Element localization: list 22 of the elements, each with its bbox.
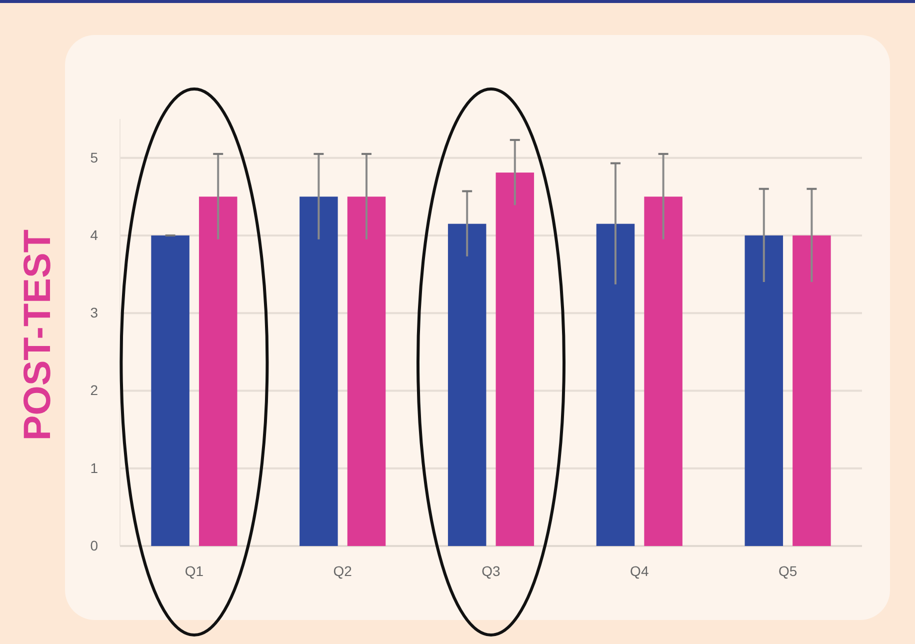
x-tick-label: Q2: [333, 562, 352, 579]
bar: [300, 196, 338, 546]
y-tick-label: 3: [90, 304, 98, 321]
bar: [448, 224, 486, 546]
x-tick-label: Q1: [184, 562, 204, 579]
x-tick-label: Q3: [482, 562, 501, 579]
x-tick-label: Q5: [778, 562, 798, 579]
bar: [792, 235, 831, 546]
bar: [151, 235, 190, 546]
y-tick-label: 0: [90, 537, 98, 554]
y-tick-label: 5: [90, 149, 98, 166]
bar: [596, 224, 635, 546]
y-axis-title: POST-TEST: [17, 229, 59, 441]
x-tick-label: Q4: [630, 562, 649, 579]
bar: [496, 172, 534, 546]
bar: [198, 196, 238, 546]
bar: [644, 196, 682, 546]
y-tick-label: 1: [90, 460, 98, 476]
bar: [347, 196, 386, 546]
y-tick-label: 2: [90, 382, 98, 398]
y-tick-label: 4: [90, 226, 98, 243]
bar: [744, 235, 784, 546]
